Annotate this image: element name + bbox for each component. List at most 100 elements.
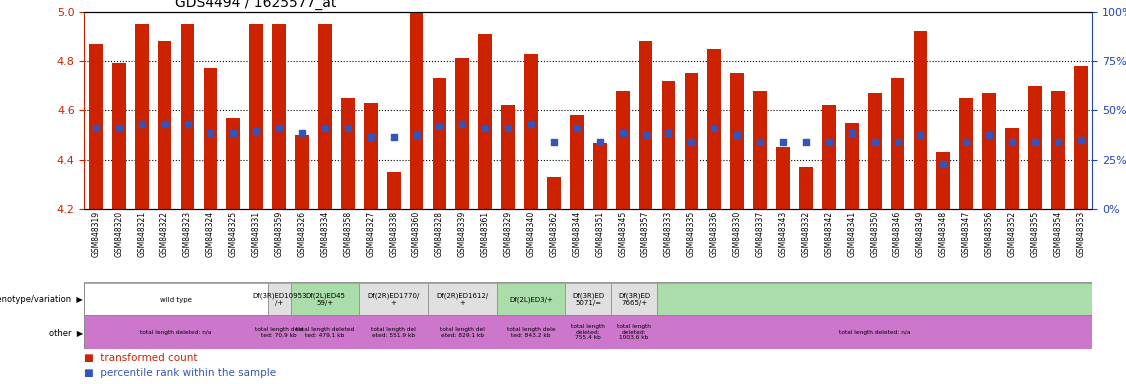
Bar xyxy=(616,91,629,209)
Bar xyxy=(479,34,492,209)
Bar xyxy=(658,315,1092,349)
Bar xyxy=(341,98,355,209)
Point xyxy=(316,125,334,131)
Text: total length
deleted:
755.4 kb: total length deleted: 755.4 kb xyxy=(571,324,606,341)
Text: GSM848341: GSM848341 xyxy=(847,211,856,257)
Point xyxy=(911,132,929,138)
Bar xyxy=(959,98,973,209)
Bar xyxy=(937,152,950,209)
Point xyxy=(705,125,723,131)
Bar xyxy=(410,12,423,209)
Text: GSM848357: GSM848357 xyxy=(641,211,650,257)
Text: GSM848351: GSM848351 xyxy=(596,211,605,257)
Text: total length del
eted: 829.1 kb: total length del eted: 829.1 kb xyxy=(440,327,485,338)
Text: GSM848347: GSM848347 xyxy=(962,211,971,257)
Point xyxy=(224,130,242,136)
Text: total length deleted
ted: 479.1 kb: total length deleted ted: 479.1 kb xyxy=(296,327,355,338)
Text: Df(3R)ED
7665/+: Df(3R)ED 7665/+ xyxy=(618,293,650,306)
Text: total length del
eted: 551.9 kb: total length del eted: 551.9 kb xyxy=(372,327,417,338)
Bar xyxy=(525,53,538,209)
Text: GSM848346: GSM848346 xyxy=(893,211,902,257)
Point xyxy=(568,125,586,131)
Text: GSM848327: GSM848327 xyxy=(366,211,375,257)
Point xyxy=(660,130,678,136)
Text: Df(2L)ED3/+: Df(2L)ED3/+ xyxy=(509,296,553,303)
Bar xyxy=(982,93,997,209)
Point xyxy=(842,130,860,136)
Text: GSM848325: GSM848325 xyxy=(229,211,238,257)
Point xyxy=(361,134,379,141)
Bar xyxy=(868,93,882,209)
Text: GSM848331: GSM848331 xyxy=(252,211,261,257)
Text: GSM848361: GSM848361 xyxy=(481,211,490,257)
Bar xyxy=(611,283,658,316)
Text: GSM848324: GSM848324 xyxy=(206,211,215,257)
Text: GSM848332: GSM848332 xyxy=(802,211,811,257)
Bar xyxy=(501,106,515,209)
Point xyxy=(293,130,311,136)
Text: GSM848350: GSM848350 xyxy=(870,211,879,257)
Bar xyxy=(359,315,428,349)
Bar xyxy=(565,283,611,316)
Text: GSM848353: GSM848353 xyxy=(1076,211,1085,257)
Text: GSM848362: GSM848362 xyxy=(549,211,558,257)
Point xyxy=(430,123,448,129)
Point xyxy=(1003,139,1021,145)
Point xyxy=(87,125,105,131)
Text: Df(2R)ED1770/
+: Df(2R)ED1770/ + xyxy=(367,293,420,306)
Bar xyxy=(547,177,561,209)
Text: GSM848323: GSM848323 xyxy=(184,211,193,257)
Text: ■  percentile rank within the sample: ■ percentile rank within the sample xyxy=(84,368,277,378)
Text: GSM848354: GSM848354 xyxy=(1053,211,1062,257)
Text: GSM848360: GSM848360 xyxy=(412,211,421,257)
Bar xyxy=(364,103,377,209)
Bar xyxy=(565,315,611,349)
Text: GSM848326: GSM848326 xyxy=(297,211,306,257)
Bar xyxy=(753,91,767,209)
Text: GSM848356: GSM848356 xyxy=(984,211,993,257)
Point xyxy=(636,132,654,138)
Point xyxy=(248,127,266,134)
Text: genotype/variation  ▶: genotype/variation ▶ xyxy=(0,295,83,304)
Text: GDS4494 / 1625577_at: GDS4494 / 1625577_at xyxy=(175,0,336,10)
Bar xyxy=(387,172,401,209)
Text: GSM848343: GSM848343 xyxy=(778,211,787,257)
Bar xyxy=(268,315,291,349)
Bar xyxy=(456,58,470,209)
Text: ■  transformed count: ■ transformed count xyxy=(84,353,198,363)
Bar xyxy=(593,142,607,209)
Bar xyxy=(291,283,359,316)
Text: GSM848329: GSM848329 xyxy=(503,211,512,257)
Text: total length dele
ted: 843.2 kb: total length dele ted: 843.2 kb xyxy=(507,327,555,338)
Bar xyxy=(1051,91,1065,209)
Text: GSM848334: GSM848334 xyxy=(321,211,330,257)
Bar xyxy=(226,118,240,209)
Point xyxy=(1026,139,1044,145)
Bar xyxy=(1074,66,1088,209)
Point xyxy=(155,121,173,127)
Text: GSM848339: GSM848339 xyxy=(458,211,467,257)
Bar xyxy=(891,78,904,209)
Bar xyxy=(707,49,721,209)
Text: GSM848328: GSM848328 xyxy=(435,211,444,257)
Text: GSM848322: GSM848322 xyxy=(160,211,169,257)
Bar xyxy=(822,106,835,209)
Text: GSM848330: GSM848330 xyxy=(733,211,742,257)
Text: Df(2L)ED45
59/+: Df(2L)ED45 59/+ xyxy=(305,293,345,306)
Text: GSM848348: GSM848348 xyxy=(939,211,948,257)
Point xyxy=(614,130,632,136)
Text: GSM848355: GSM848355 xyxy=(1030,211,1039,257)
Bar xyxy=(428,315,497,349)
Point xyxy=(957,139,975,145)
Bar xyxy=(84,283,268,316)
Text: GSM848340: GSM848340 xyxy=(527,211,536,257)
Bar xyxy=(268,283,291,316)
Point xyxy=(270,125,288,131)
Bar xyxy=(180,24,195,209)
Point xyxy=(751,139,769,145)
Bar xyxy=(249,24,263,209)
Point xyxy=(110,125,128,131)
Point xyxy=(729,132,747,138)
Point xyxy=(339,125,357,131)
Bar xyxy=(731,73,744,209)
